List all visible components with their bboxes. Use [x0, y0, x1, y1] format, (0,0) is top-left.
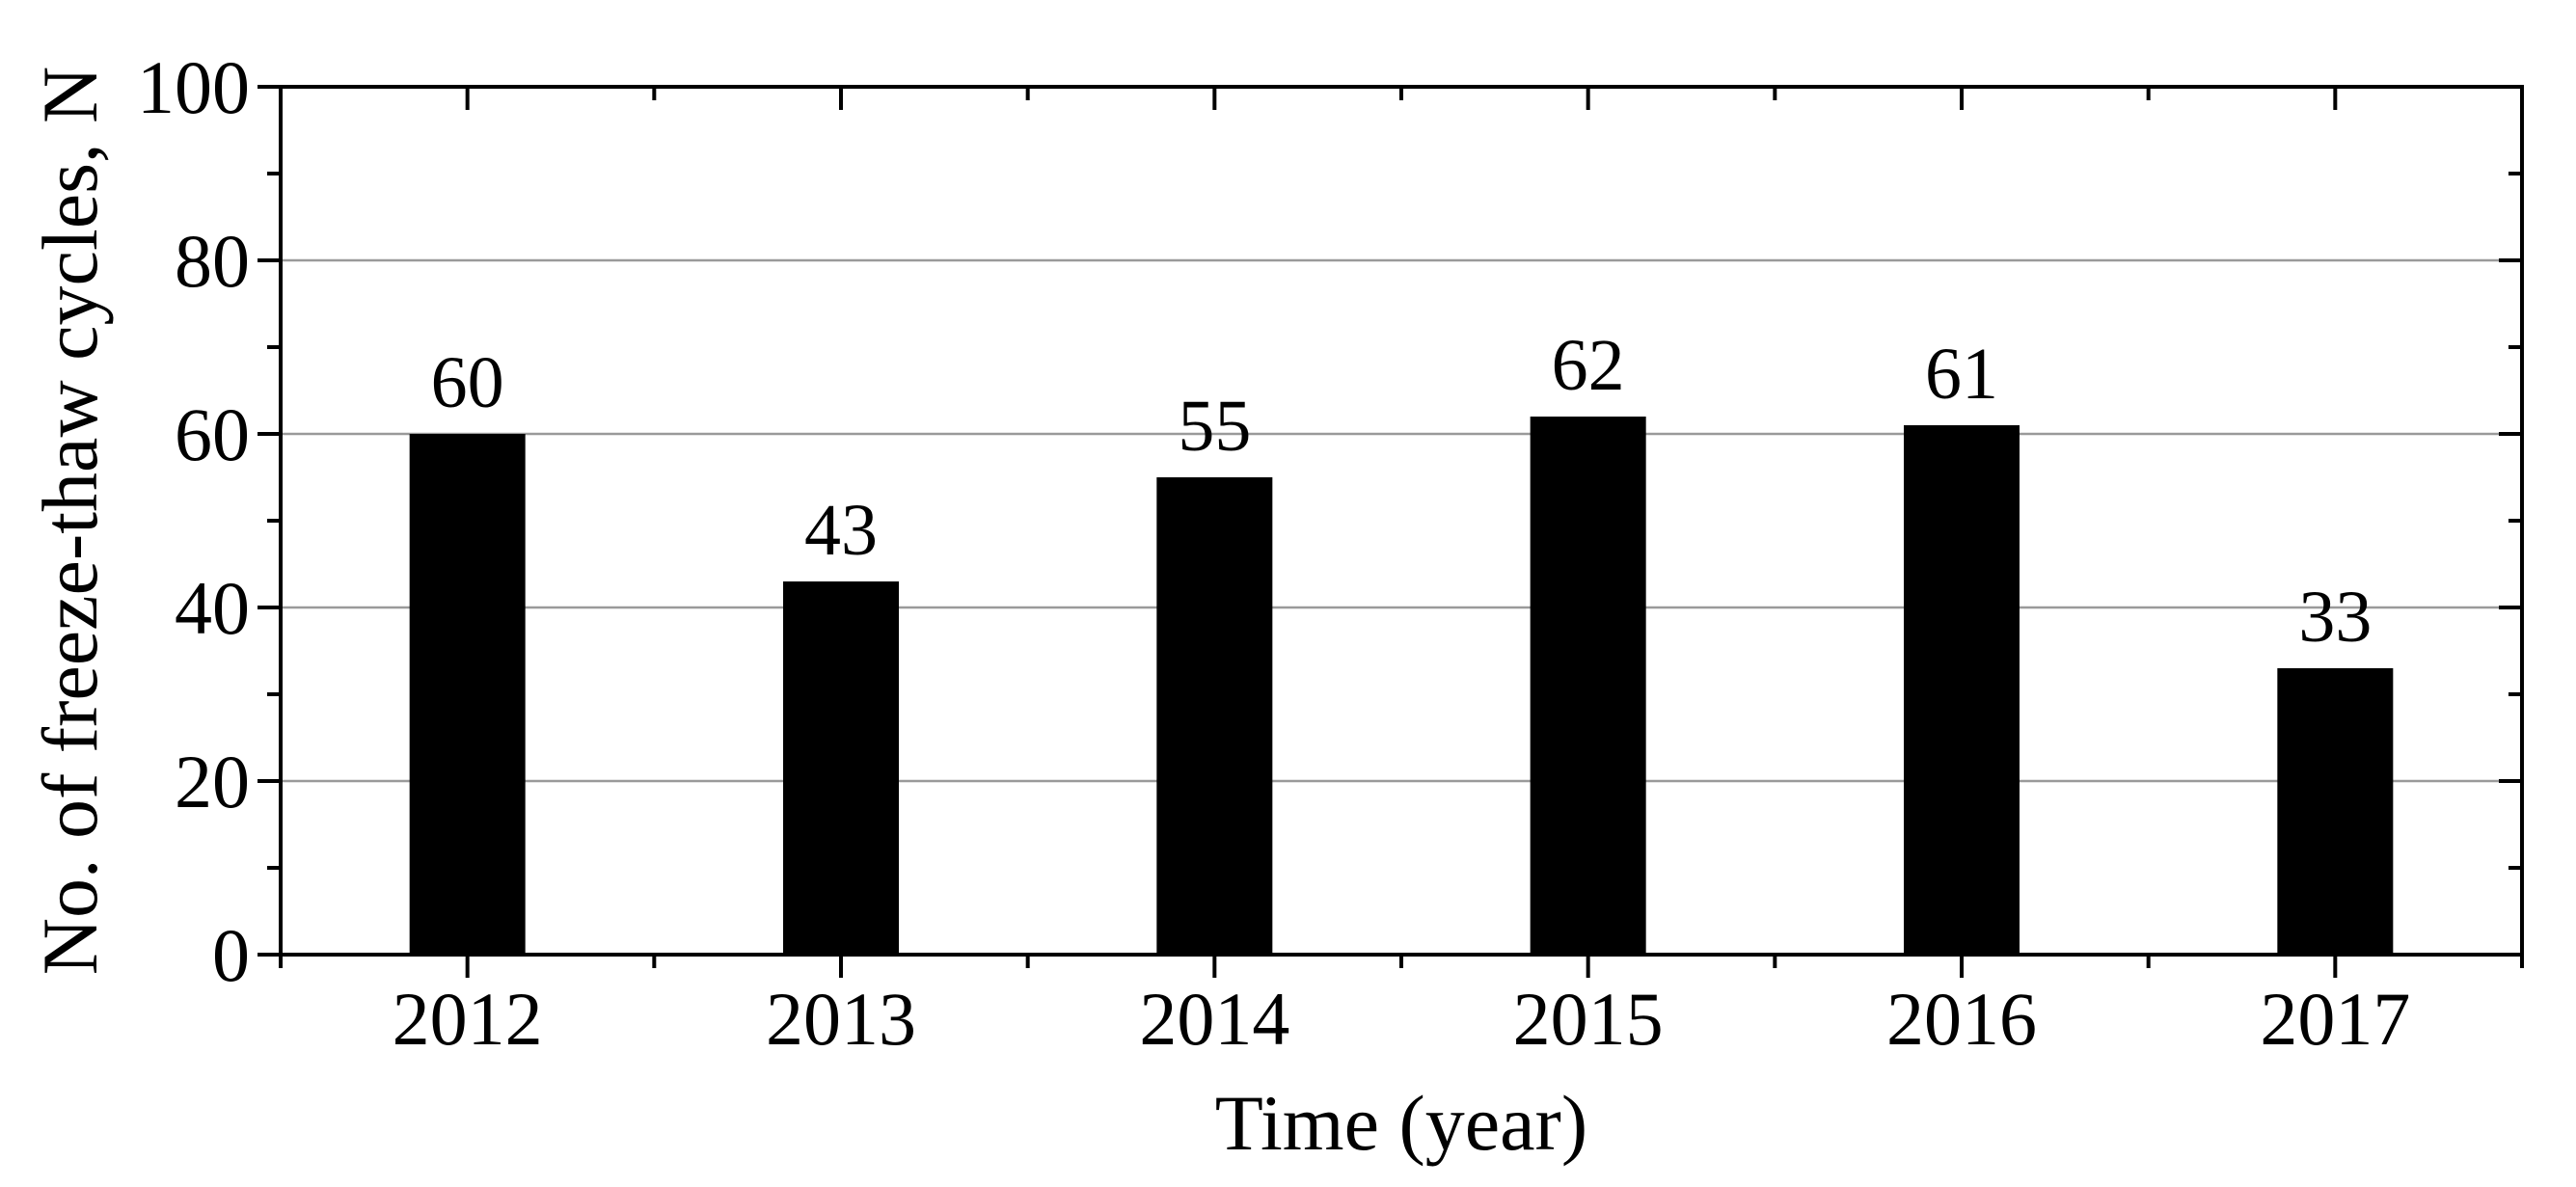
bar-2013 — [783, 581, 899, 955]
bar-2015 — [1530, 417, 1646, 955]
plot-frame — [279, 85, 2524, 957]
bar-2017 — [2277, 668, 2394, 955]
x-tick-label-2016: 2016 — [1886, 977, 2037, 1061]
x-tick-label-2013: 2013 — [766, 977, 916, 1061]
y-tick-label-100: 100 — [137, 45, 250, 129]
bar-2014 — [1156, 477, 1273, 955]
y-tick-label-60: 60 — [175, 392, 250, 476]
x-tick-label-2017: 2017 — [2260, 977, 2410, 1061]
bar-value-label-2015: 62 — [1552, 325, 1625, 406]
x-axis-title: Time (year) — [1215, 1079, 1587, 1167]
y-tick-label-80: 80 — [175, 219, 250, 303]
bar-2016 — [1904, 425, 2020, 955]
y-tick-label-20: 20 — [175, 740, 250, 823]
x-tick-label-2014: 2014 — [1139, 977, 1289, 1061]
bar-value-label-2013: 43 — [804, 490, 878, 571]
x-tick-label-2015: 2015 — [1513, 977, 1664, 1061]
y-tick-label-40: 40 — [175, 566, 250, 650]
bar-value-label-2016: 61 — [1925, 334, 1998, 415]
bar-2012 — [409, 434, 526, 955]
x-tick-label-2012: 2012 — [393, 977, 543, 1061]
bar-value-label-2012: 60 — [431, 342, 504, 423]
y-tick-label-0: 0 — [212, 913, 250, 997]
bar-value-label-2017: 33 — [2298, 577, 2372, 658]
y-axis-title: No. of freeze-thaw cycles, N — [26, 67, 114, 976]
bar-value-label-2014: 55 — [1178, 386, 1251, 467]
